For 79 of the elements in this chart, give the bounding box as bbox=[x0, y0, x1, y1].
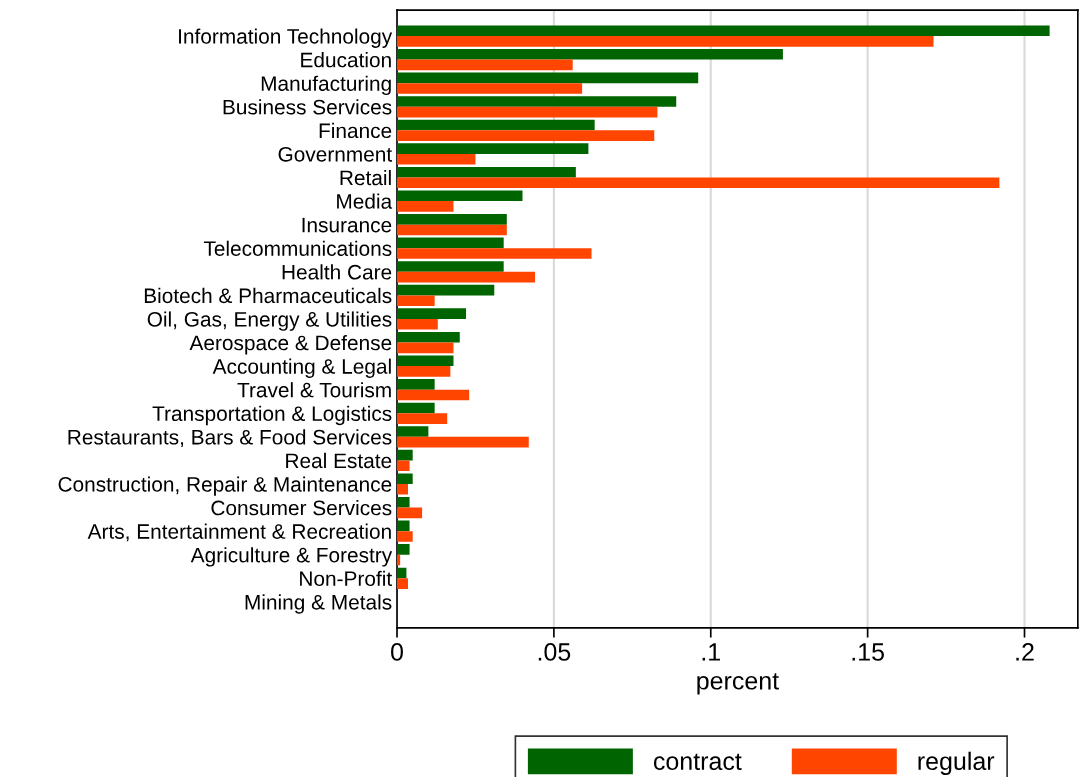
y-tick-label: Transportation & Logistics bbox=[152, 405, 392, 426]
y-tick-label: Manufacturing bbox=[261, 75, 391, 96]
y-tick-label: Health Care bbox=[282, 264, 392, 280]
x-tick-label: .05 bbox=[538, 643, 571, 661]
legend-label: contract bbox=[653, 753, 742, 771]
x-tick-label: .2 bbox=[1016, 643, 1034, 661]
bar bbox=[397, 190, 523, 202]
x-tick-label: .1 bbox=[702, 643, 720, 661]
bar bbox=[397, 166, 576, 178]
bar bbox=[397, 72, 699, 84]
bar bbox=[397, 201, 454, 212]
y-tick-label: Insurance bbox=[302, 217, 392, 233]
bar bbox=[397, 379, 435, 390]
bar bbox=[397, 59, 573, 71]
bar bbox=[397, 308, 467, 319]
y-tick-label: Agriculture & Forestry bbox=[190, 547, 393, 567]
y-tick-label: Retail bbox=[340, 169, 391, 186]
bar bbox=[397, 496, 410, 508]
x-tick-label: 0 bbox=[391, 643, 403, 661]
bar bbox=[397, 578, 408, 589]
bar bbox=[397, 473, 413, 484]
y-tick-label: Restaurants, Bars & Food Services bbox=[68, 429, 392, 448]
bar bbox=[397, 96, 677, 107]
bar bbox=[397, 366, 451, 377]
bar bbox=[397, 460, 410, 472]
bar bbox=[397, 507, 423, 519]
bar bbox=[397, 248, 592, 259]
x-axis-title: percent bbox=[697, 673, 779, 695]
bar bbox=[397, 143, 589, 154]
bar bbox=[397, 520, 410, 532]
bar bbox=[397, 413, 448, 424]
y-tick-label: Mining & Metals bbox=[245, 594, 392, 614]
bar bbox=[397, 449, 413, 461]
y-tick-label: Business Services bbox=[223, 99, 392, 115]
bar bbox=[397, 177, 1000, 189]
bar bbox=[397, 426, 429, 437]
y-tick-label: Travel & Tourism bbox=[237, 382, 391, 398]
x-tick-label: .15 bbox=[852, 643, 884, 661]
bar bbox=[397, 83, 583, 94]
y-tick-label: Construction, Repair & Maintenance bbox=[58, 476, 392, 496]
bar bbox=[397, 402, 435, 414]
bar bbox=[397, 389, 470, 401]
y-tick-label: Finance bbox=[319, 122, 392, 139]
y-tick-label: Media bbox=[337, 193, 393, 209]
bar bbox=[397, 130, 655, 141]
bar bbox=[397, 25, 1050, 37]
bar bbox=[397, 119, 595, 131]
bar bbox=[397, 49, 783, 60]
bar bbox=[397, 295, 435, 306]
y-tick-label: Accounting & Legal bbox=[212, 358, 391, 378]
y-tick-label: Aerospace & Defense bbox=[189, 335, 392, 355]
y-tick-label: Information Technology bbox=[179, 28, 393, 48]
bar bbox=[397, 342, 454, 354]
legend-label: regular bbox=[918, 751, 995, 775]
y-tick-label: Consumer Services bbox=[211, 500, 392, 516]
bar bbox=[397, 214, 507, 225]
bar bbox=[397, 284, 495, 296]
bar bbox=[397, 436, 529, 448]
bar bbox=[397, 531, 413, 542]
y-tick-label: Non-Profit bbox=[300, 570, 392, 587]
bar bbox=[397, 484, 408, 495]
bar bbox=[397, 318, 438, 330]
y-tick-label: Education bbox=[301, 52, 391, 68]
bar bbox=[397, 106, 658, 118]
y-tick-label: Biotech & Pharmaceuticals bbox=[144, 287, 392, 304]
y-tick-label: Real Estate bbox=[286, 452, 392, 469]
bar bbox=[397, 224, 507, 236]
y-tick-label: Telecommunications bbox=[203, 240, 392, 256]
bar bbox=[397, 331, 460, 343]
bar bbox=[397, 36, 934, 47]
bar bbox=[397, 544, 410, 555]
bar bbox=[397, 237, 504, 249]
y-tick-label: Government bbox=[278, 146, 392, 162]
bar bbox=[397, 355, 454, 367]
bar bbox=[397, 153, 476, 165]
y-tick-label: Arts, Entertainment & Recreation bbox=[87, 523, 391, 542]
y-tick-label: Oil, Gas, Energy & Utilities bbox=[147, 311, 392, 331]
bar bbox=[397, 271, 536, 283]
bar bbox=[397, 261, 504, 272]
